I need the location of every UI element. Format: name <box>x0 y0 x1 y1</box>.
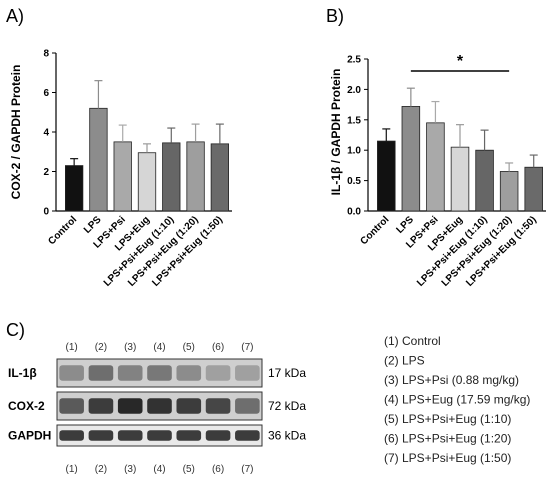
lane-label-bottom: (3) <box>124 464 136 475</box>
y-tick-label: 1.0 <box>347 146 361 157</box>
bar <box>377 140 396 212</box>
legend-item: (3) LPS+Psi (0.88 mg/kg) <box>384 373 519 387</box>
lane-label-top: (3) <box>124 342 136 353</box>
y-tick-label: 2.5 <box>347 55 361 66</box>
blot-kda-label: 72 kDa <box>268 399 306 413</box>
blot-band <box>59 398 84 414</box>
chart-b-il1b: B) IL-1β / GAPDH Protein 0.0 0.5 1.0 1.5 2.0… <box>326 6 546 289</box>
lane-label-bottom: (5) <box>183 464 195 475</box>
blot-row-label: GAPDH <box>8 429 51 443</box>
blot-band <box>147 365 172 381</box>
bar <box>450 146 470 212</box>
lane-label-bottom: (1) <box>66 464 78 475</box>
panel-label-c: C) <box>6 320 25 340</box>
blot-band <box>205 430 231 441</box>
bar <box>210 143 230 212</box>
bar <box>475 149 494 212</box>
blot-band <box>117 365 143 381</box>
blot-band <box>117 430 143 441</box>
y-tick-label: 0.0 <box>347 207 361 218</box>
blot-band <box>205 398 231 414</box>
bar <box>426 122 445 212</box>
lane-label-bottom: (2) <box>95 464 107 475</box>
legend-item: (2) LPS <box>384 354 425 368</box>
blot-band <box>147 398 172 414</box>
lane-label-top: (4) <box>153 342 165 353</box>
bar <box>137 152 157 212</box>
blot-kda-label: 36 kDa <box>268 429 306 443</box>
y-tick-label: 1.5 <box>347 115 361 126</box>
bar <box>499 171 519 212</box>
bar <box>65 165 84 212</box>
y-tick-label: 4 <box>43 128 49 139</box>
blot-kda-label: 17 kDa <box>268 366 306 380</box>
blot-band <box>59 430 84 441</box>
legend-item: (5) LPS+Psi+Eug (1:10) <box>384 412 511 426</box>
blot-band <box>176 365 202 381</box>
blot-band <box>59 365 84 381</box>
y-tick-label: 8 <box>43 49 49 60</box>
lane-label-bottom: (6) <box>212 464 224 475</box>
blot-band <box>88 365 114 381</box>
blot-band <box>147 430 172 441</box>
lane-label-top: (6) <box>212 342 224 353</box>
y-tick-label: 0 <box>43 207 49 218</box>
lane-label-top: (5) <box>183 342 195 353</box>
legend-item: (1) Control <box>384 334 441 348</box>
blot-band <box>205 365 231 381</box>
blot-band <box>235 430 260 441</box>
y-tick-label: 0.5 <box>347 176 361 187</box>
lane-label-top: (1) <box>66 342 78 353</box>
x-tick-label: LPS <box>394 214 416 236</box>
western-blot: C) (1) (1) (2) (2) (3) (3) (4) (4) (5) (5) (6) (6) (… <box>6 320 306 475</box>
legend-item: (4) LPS+Eug (17.59 mg/kg) <box>384 393 530 407</box>
panel-label-a: A) <box>6 6 24 26</box>
x-tick-label: Control <box>358 214 391 247</box>
y-axis-title-b: IL-1β / GAPDH Protein <box>329 69 343 196</box>
blot-band <box>235 365 260 381</box>
lane-label-bottom: (4) <box>153 464 165 475</box>
lane-label-bottom: (7) <box>241 464 253 475</box>
y-axis-title-a: COX-2 / GAPDH Protein <box>9 65 23 200</box>
blot-band <box>176 398 202 414</box>
lane-label-top: (7) <box>241 342 253 353</box>
x-tick-label: Control <box>46 214 79 247</box>
bar <box>89 107 108 212</box>
y-tick-label: 2.0 <box>347 85 361 96</box>
lane-label-top: (2) <box>95 342 107 353</box>
bar <box>401 106 421 212</box>
legend-item: (7) LPS+Psi+Eug (1:50) <box>384 451 511 465</box>
blot-row-label: IL-1β <box>8 366 37 380</box>
blot-band <box>88 398 114 414</box>
blot-band <box>176 430 202 441</box>
blot-band <box>88 430 114 441</box>
blot-row-label: COX-2 <box>8 399 45 413</box>
bar <box>113 141 132 212</box>
blot-band <box>235 398 260 414</box>
bar <box>162 142 181 212</box>
y-tick-label: 6 <box>43 88 49 99</box>
bar <box>186 141 205 212</box>
bar <box>524 166 543 212</box>
significance-marker: * <box>457 53 464 70</box>
legend-item: (6) LPS+Psi+Eug (1:20) <box>384 432 511 446</box>
panel-label-b: B) <box>326 6 344 26</box>
y-tick-label: 2 <box>43 167 49 178</box>
blot-band <box>117 398 143 414</box>
lane-legend: (1) Control (2) LPS (3) LPS+Psi (0.88 mg/k… <box>384 334 530 465</box>
